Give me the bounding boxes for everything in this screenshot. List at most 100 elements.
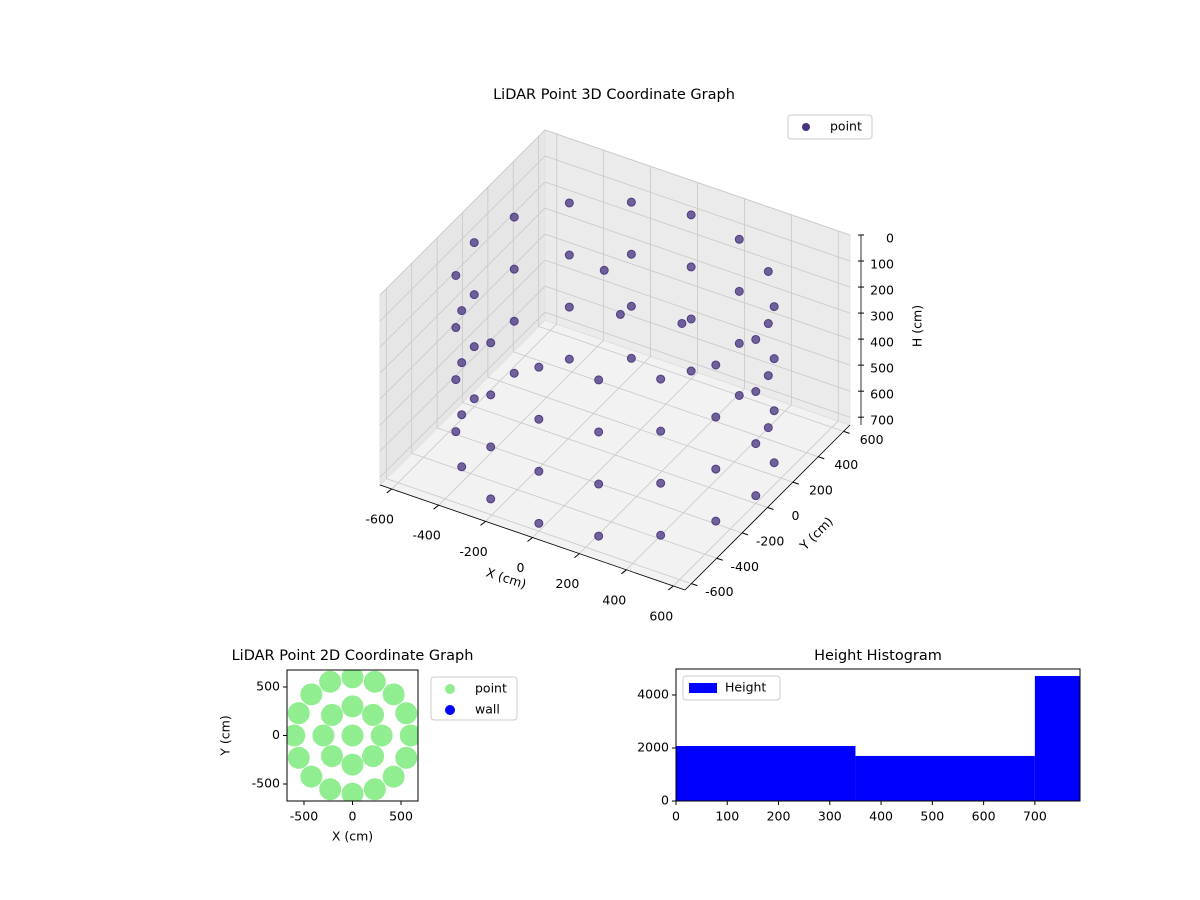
z-axis-label: H (cm): [910, 305, 925, 347]
x-axis-label: X (cm): [332, 829, 373, 844]
x-tick-label: -600: [366, 512, 394, 527]
point: [534, 362, 544, 372]
point: [370, 724, 393, 747]
point: [626, 249, 636, 259]
y-tick: [792, 481, 800, 485]
point: [451, 270, 461, 280]
x-tick-label: -400: [412, 528, 440, 543]
point: [711, 516, 721, 526]
y-tick-label: 0: [792, 508, 800, 523]
point: [734, 286, 744, 296]
grid-line: [487, 376, 794, 483]
y-tick: [716, 557, 723, 561]
point: [341, 782, 364, 801]
y-tick-label: 4000: [637, 686, 669, 701]
point: [486, 390, 496, 400]
point: [594, 531, 604, 541]
point: [769, 406, 779, 416]
point: [486, 442, 496, 452]
point: [320, 745, 343, 768]
point: [341, 724, 364, 747]
point: [564, 198, 574, 208]
point: [341, 695, 364, 718]
x-tick-label: 600: [649, 608, 673, 623]
point: [599, 265, 609, 275]
x-tick-label: 400: [602, 592, 626, 607]
grid-line: [462, 402, 768, 508]
point: [711, 412, 721, 422]
point: [769, 354, 779, 364]
point: [769, 302, 779, 312]
point: [287, 724, 306, 747]
z-tick-label: 600: [870, 387, 894, 402]
point: [319, 778, 342, 801]
y-tick-label: 0: [661, 793, 669, 808]
legend-box: [682, 675, 781, 701]
point: [615, 309, 625, 319]
point: [341, 670, 364, 689]
point: [751, 387, 761, 397]
grid-line: [544, 285, 851, 392]
x-tick-label: 200: [767, 809, 791, 824]
y-axis-label: Y (cm): [796, 514, 836, 554]
point: [626, 197, 636, 207]
y-tick: [818, 456, 825, 460]
legend-marker: [802, 123, 810, 131]
point: [509, 212, 519, 222]
z-tick-label: 100: [870, 257, 894, 272]
x-tick-label: 100: [715, 809, 739, 824]
y-tick-label: 2000: [637, 739, 669, 754]
point: [656, 478, 666, 488]
grid-line: [544, 259, 851, 366]
legend-box: [787, 114, 873, 140]
point: [711, 464, 721, 474]
point: [486, 338, 496, 348]
y-tick: [843, 430, 850, 434]
point: [751, 439, 761, 449]
y-tick: [741, 532, 749, 536]
point: [469, 238, 479, 248]
y-tick-label: 500: [256, 678, 280, 693]
z-tick-label: 400: [870, 335, 894, 350]
point: [451, 375, 461, 385]
x-tick-label: 0: [349, 809, 357, 824]
y-tick-label: -600: [705, 584, 733, 599]
y-tick-label: 600: [860, 432, 884, 447]
point: [362, 745, 385, 768]
z-tick-label: 700: [870, 413, 894, 428]
x-tick: [574, 553, 580, 559]
point: [451, 427, 461, 437]
x-tick: [621, 569, 627, 575]
grid-line: [513, 351, 819, 458]
point: [300, 765, 323, 788]
bar: [855, 755, 1035, 801]
point: [686, 262, 696, 272]
point: [469, 342, 479, 352]
point: [594, 479, 604, 489]
point: [399, 724, 418, 747]
point: [686, 314, 696, 324]
point: [564, 354, 574, 364]
x-tick-label: 400: [869, 809, 893, 824]
x-tick-label: 500: [920, 809, 944, 824]
point: [686, 366, 696, 376]
x-tick-label: 0: [672, 809, 680, 824]
point: [677, 318, 687, 328]
y-tick-label: 400: [834, 457, 858, 472]
point: [509, 368, 519, 378]
point: [287, 702, 310, 725]
point: [457, 358, 467, 368]
x-tick: [480, 520, 486, 526]
z-tick-label: 500: [870, 361, 894, 376]
y-tick-label: -500: [252, 776, 280, 791]
point: [763, 423, 773, 433]
point: [457, 462, 467, 472]
point: [382, 765, 405, 788]
point: [451, 323, 461, 333]
y-tick-label: -200: [756, 533, 784, 548]
legend-label: Height: [725, 680, 766, 695]
bar: [676, 746, 856, 801]
x-tick-label: 700: [1023, 809, 1047, 824]
point: [711, 360, 721, 370]
